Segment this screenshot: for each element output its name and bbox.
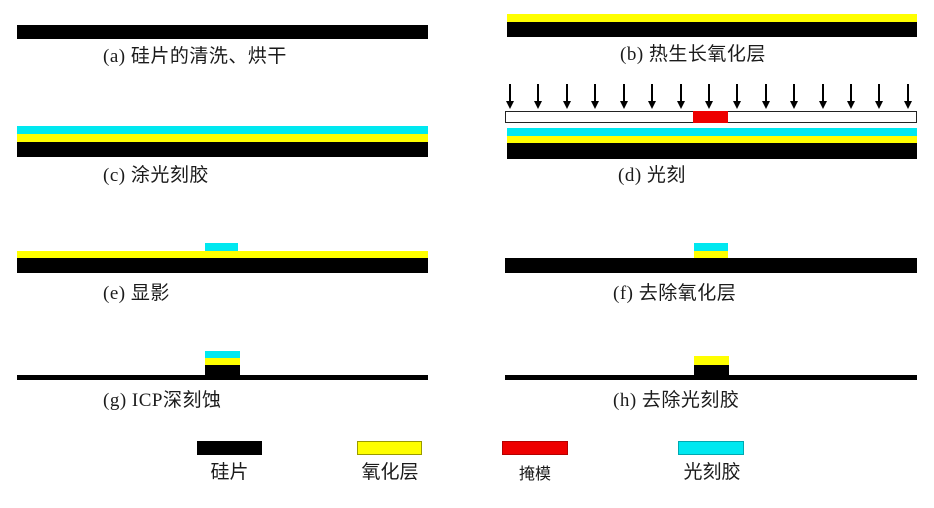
panel-h-silicon-mesa (694, 365, 729, 375)
panel-g-photoresist-block (205, 351, 240, 358)
down-arrow-icon (676, 84, 685, 110)
panel-h-label: (h) 去除光刻胶 (613, 390, 740, 411)
panel-d-label: (d) 光刻 (618, 165, 686, 186)
panel-c-silicon-bar (17, 142, 428, 157)
panel-c-photoresist-layer (17, 126, 428, 134)
panel-e-photoresist-block (205, 243, 238, 251)
down-arrow-icon (903, 84, 912, 110)
uv-light-arrows (506, 84, 912, 110)
down-arrow-icon (562, 84, 571, 110)
panel-e-silicon-bar (17, 258, 428, 273)
legend-label-mask: 掩模 (518, 466, 551, 483)
panel-e-label: (e) 显影 (103, 283, 170, 304)
down-arrow-icon (847, 84, 856, 110)
panel-b-oxide-layer (507, 14, 917, 22)
panel-a-label: (a) 硅片的清洗、烘干 (103, 46, 287, 67)
down-arrow-icon (818, 84, 827, 110)
down-arrow-icon (619, 84, 628, 110)
panel-h-oxide-block (694, 356, 729, 365)
legend-label-silicon: 硅片 (210, 462, 249, 483)
panel-a-silicon-bar (17, 25, 428, 39)
panel-f-oxide-block (694, 251, 728, 258)
panel-g-oxide-block (205, 358, 240, 365)
panel-b-label: (b) 热生长氧化层 (620, 44, 766, 65)
panel-d-mask-block (693, 111, 728, 123)
down-arrow-icon (534, 84, 543, 110)
panel-g-silicon-mesa (205, 365, 240, 375)
panel-d-photoresist-layer (507, 128, 917, 136)
legend-swatch-mask (502, 441, 568, 455)
down-arrow-icon (761, 84, 770, 110)
panel-d-silicon-bar (507, 143, 917, 159)
panel-c-label: (c) 涂光刻胶 (103, 165, 209, 186)
down-arrow-icon (875, 84, 884, 110)
panel-g-silicon-line (17, 375, 428, 380)
down-arrow-icon (506, 84, 514, 110)
panel-g-label: (g) ICP深刻蚀 (103, 390, 222, 411)
legend-label-photoresist: 光刻胶 (683, 462, 741, 483)
panel-b-silicon-bar (507, 22, 917, 37)
down-arrow-icon (591, 84, 600, 110)
down-arrow-icon (790, 84, 799, 110)
panel-f-label: (f) 去除氧化层 (613, 283, 737, 304)
down-arrow-icon (733, 84, 742, 110)
down-arrow-icon (704, 84, 713, 110)
legend-swatch-photoresist (678, 441, 744, 455)
panel-c-oxide-layer (17, 134, 428, 142)
panel-h-silicon-line (505, 375, 917, 380)
panel-f-silicon-bar (505, 258, 917, 273)
legend-swatch-silicon (197, 441, 262, 455)
legend-swatch-oxide (357, 441, 422, 455)
panel-d-oxide-layer (507, 136, 917, 143)
panel-e-oxide-layer (17, 251, 428, 258)
down-arrow-icon (648, 84, 657, 110)
panel-f-photoresist-block (694, 243, 728, 251)
legend-label-oxide: 氧化层 (361, 462, 419, 483)
